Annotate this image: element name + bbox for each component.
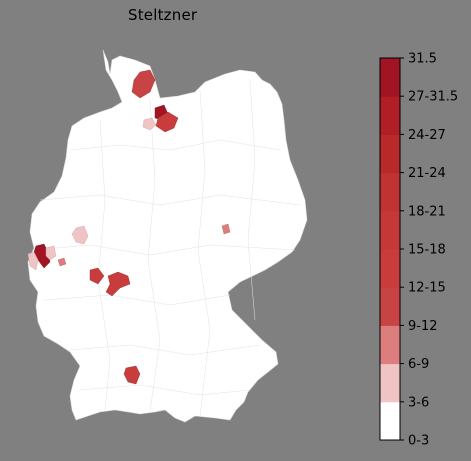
region-leipzig: [221, 223, 231, 235]
colorbar-bin-15-18: [380, 210, 400, 250]
colorbar-bin-18-21: [380, 172, 400, 212]
region-pinneberg: [142, 117, 157, 131]
colorbar-tick-label: 3-6: [408, 395, 429, 410]
region-euskirchen: [57, 257, 67, 267]
highlighted-districts: [27, 69, 231, 385]
district-borders: [33, 79, 301, 417]
colorbar-tick-label: 12-15: [408, 281, 446, 296]
map-title: Steltzner: [128, 6, 198, 24]
region-rhein-sieg: [71, 225, 89, 245]
region-ostholstein: [155, 111, 179, 133]
colorbar-bin-6-9: [380, 325, 400, 365]
colorbar-tick-label: 27-31.5: [408, 90, 458, 105]
colorbar-tick-label: 21-24: [408, 166, 446, 181]
region-dueren: [27, 251, 39, 271]
colorbar-bin-12-15: [380, 249, 400, 288]
colorbar-tick-label: 31.5: [408, 52, 437, 67]
colorbar-tick-label: 24-27: [408, 128, 446, 143]
colorbar-tick-label: 0-3: [408, 434, 429, 449]
colorbar-bin-21-24: [380, 134, 400, 174]
colorbar-tick-label: 18-21: [408, 204, 446, 219]
colorbar-tick-label: 15-18: [408, 243, 446, 258]
colorbar-bin-27-31.5: [380, 58, 400, 97]
region-reutlingen: [123, 365, 141, 385]
region-rhein-sieg-2: [45, 245, 57, 261]
region-frankfurt-east: [105, 271, 131, 297]
colorbar-bin-9-12: [380, 287, 400, 326]
colorbar-bin-3-6: [380, 363, 400, 403]
region-giessen: [89, 267, 105, 285]
region-schleswig: [131, 69, 156, 99]
colorbar-tick-label: 6-9: [408, 357, 429, 372]
colorbar-bin-0-3: [380, 401, 400, 441]
colorbar-bin-24-27: [380, 96, 400, 135]
colorbar-tick-label: 9-12: [408, 319, 438, 334]
